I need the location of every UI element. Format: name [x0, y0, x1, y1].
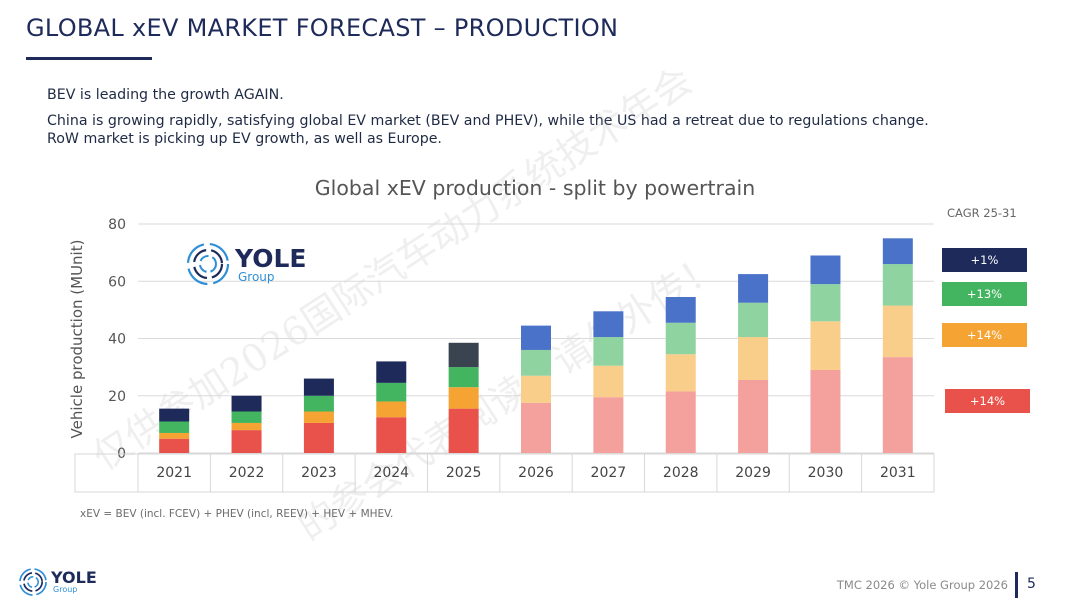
- x-tick-label: 2028: [663, 465, 699, 481]
- bar-segment: [665, 354, 696, 392]
- bar-segment: [376, 361, 407, 383]
- bar-segment: [593, 311, 624, 338]
- bar-segment: [810, 284, 841, 322]
- page-number: 5: [1027, 576, 1036, 592]
- footer-copyright: TMC 2026 © Yole Group 2026: [836, 578, 1008, 592]
- bar-segment: [159, 421, 190, 433]
- slide-body: BEV is leading the growth AGAIN. China i…: [47, 86, 1047, 156]
- cagr-badge-bev-other: +1%: [942, 248, 1027, 272]
- bar-segment: [665, 296, 696, 323]
- bar-segment: [376, 417, 407, 453]
- cagr-badge-orange: +14%: [942, 323, 1027, 347]
- x-tick-label: 2024: [373, 465, 409, 481]
- bar-segment: [738, 274, 769, 303]
- bar-segment: [448, 342, 479, 368]
- x-tick-label: 2021: [156, 465, 192, 481]
- bar-segment: [593, 365, 624, 398]
- bar-segment: [738, 337, 769, 381]
- y-tick-label: 40: [108, 332, 126, 348]
- bar-segment: [593, 337, 624, 366]
- category-table: [74, 453, 935, 493]
- bar-segment: [810, 321, 841, 370]
- bar-segment: [521, 402, 551, 453]
- y-tick-label: 60: [108, 274, 126, 290]
- bar-segment: [882, 357, 913, 453]
- bar-segment: [303, 378, 334, 396]
- footer-logo-wordmark: YOLE: [51, 568, 97, 587]
- footer-logo: YOLE Group: [18, 567, 97, 597]
- bar-segment: [159, 438, 190, 453]
- bar-segment: [738, 302, 769, 338]
- yole-swirl-icon: [186, 242, 230, 286]
- cagr-badge-red: +14%: [945, 389, 1030, 413]
- bar-segment: [159, 408, 190, 422]
- bar-segment: [231, 422, 262, 431]
- title-underline: [26, 57, 152, 60]
- bar-segment: [376, 382, 407, 402]
- bullet-3: RoW market is picking up EV growth, as w…: [47, 131, 442, 147]
- y-axis-label: Vehicle production (MUnit): [68, 240, 86, 439]
- footer-logo-subtext: Group: [53, 585, 78, 594]
- cagr-badge-green: +13%: [942, 282, 1027, 306]
- bar-segment: [882, 305, 913, 358]
- footnote: xEV = BEV (incl. FCEV) + PHEV (incl, REE…: [80, 508, 394, 520]
- bar-segment: [448, 367, 479, 388]
- chart-logo: YOLE Group: [185, 241, 306, 287]
- slide-title: GLOBAL xEV MARKET FORECAST – PRODUCTION: [26, 14, 619, 42]
- bar-segment: [810, 255, 841, 285]
- bullet-1: BEV is leading the growth AGAIN.: [47, 87, 284, 103]
- bar-segment: [303, 395, 334, 412]
- bar-segment: [448, 387, 479, 409]
- y-tick-label: 80: [108, 217, 126, 233]
- bar-segment: [376, 401, 407, 418]
- x-tick-label: 2025: [446, 465, 482, 481]
- logo-subtext: Group: [238, 269, 275, 284]
- x-tick-label: 2030: [808, 465, 844, 481]
- x-tick-label: 2031: [880, 465, 916, 481]
- bar-segment: [810, 369, 841, 453]
- bar-segment: [303, 411, 334, 423]
- bar-segment: [303, 422, 334, 453]
- bar-segment: [882, 238, 913, 265]
- x-tick-label: 2022: [229, 465, 265, 481]
- logo-wordmark: YOLE: [235, 243, 307, 273]
- cagr-header: CAGR 25-31: [947, 206, 1017, 220]
- yole-swirl-icon: [19, 568, 47, 596]
- bar-segment: [665, 322, 696, 355]
- bar-segment: [738, 380, 769, 453]
- chart-title: Global xEV production - split by powertr…: [314, 176, 756, 200]
- x-tick-label: 2026: [518, 465, 554, 481]
- x-tick-label: 2023: [301, 465, 337, 481]
- y-tick-label: 20: [108, 389, 126, 405]
- bar-segment: [521, 375, 551, 403]
- footer-divider: [1015, 572, 1018, 598]
- bar-segment: [521, 325, 551, 350]
- x-tick-label: 2027: [591, 465, 627, 481]
- bar-segment: [521, 349, 551, 376]
- bar-segment: [231, 411, 262, 423]
- bullet-2: China is growing rapidly, satisfying glo…: [47, 112, 929, 129]
- bar-segment: [593, 397, 624, 453]
- bar-segment: [882, 264, 913, 306]
- bar-segment: [231, 395, 262, 412]
- bar-segment: [231, 430, 262, 453]
- bar-segment: [448, 408, 479, 453]
- bar-segment: [665, 391, 696, 453]
- x-tick-label: 2029: [735, 465, 771, 481]
- bar-segment: [159, 432, 190, 439]
